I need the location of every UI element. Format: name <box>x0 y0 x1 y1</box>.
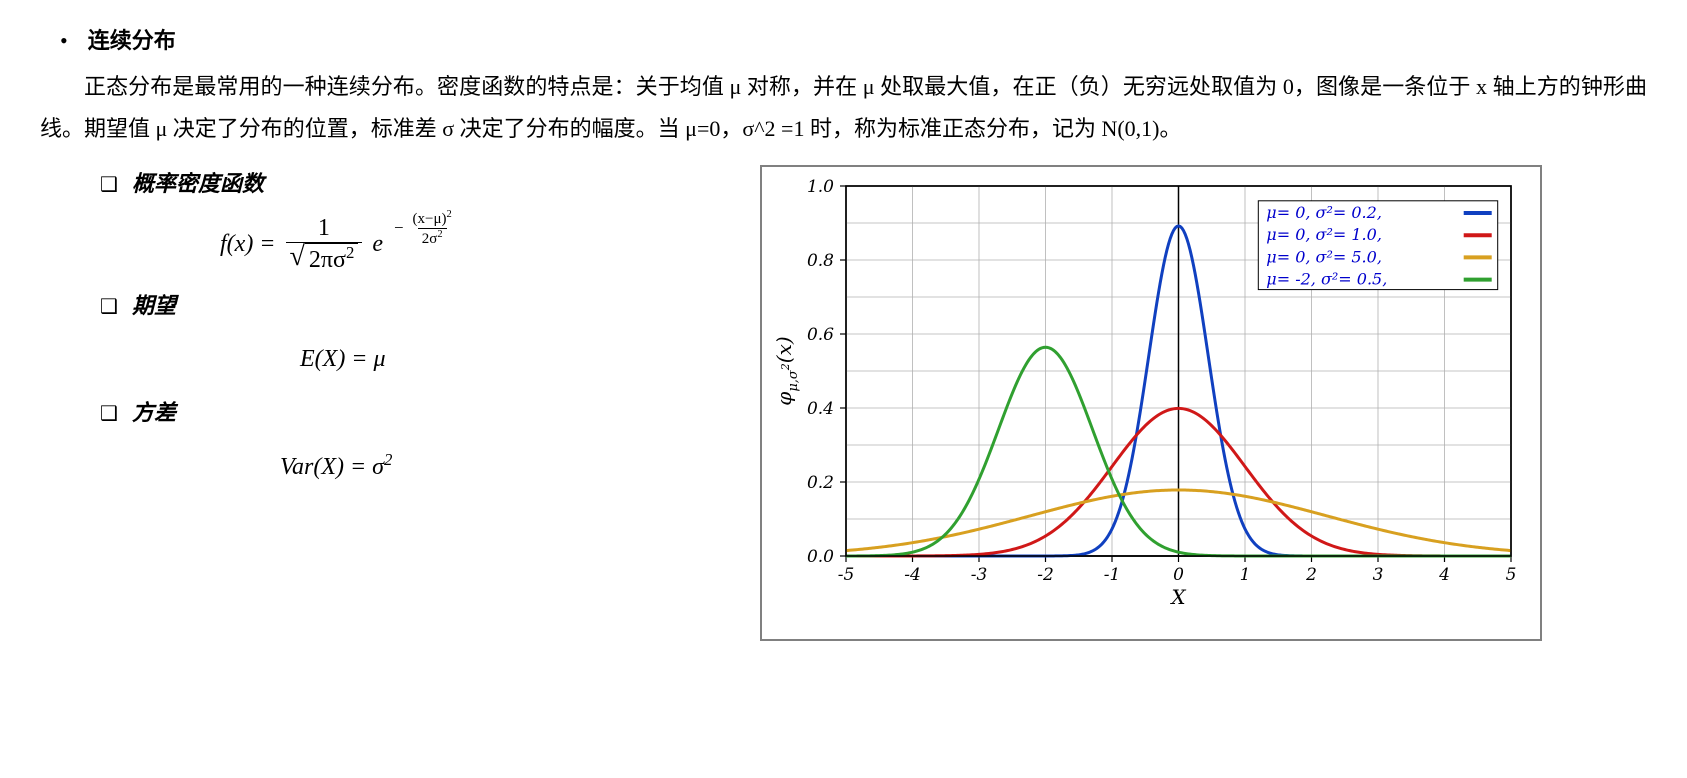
sqrt-text: 2πσ <box>309 247 346 273</box>
var-formula: Var(X) = σ2 <box>280 444 720 491</box>
svg-text:0.4: 0.4 <box>807 399 834 419</box>
svg-text:0.8: 0.8 <box>807 251 834 271</box>
formula-column: ❑ 概率密度函数 f(x) = 1 √ 2πσ2 e − <box>40 161 720 500</box>
pdf-heading: 概率密度函数 <box>132 163 264 205</box>
exp-num: (x−μ)2 <box>409 209 456 228</box>
var-heading: 方差 <box>132 392 176 434</box>
exp-heading: 期望 <box>132 285 176 327</box>
body-paragraph: 正态分布是最常用的一种连续分布。密度函数的特点是：关于均值 μ 对称，并在 μ … <box>30 66 1657 150</box>
exp-den-text: 2σ <box>422 231 438 247</box>
svg-text:μ= 0, σ²= 1.0,: μ= 0, σ²= 1.0, <box>1266 226 1382 245</box>
exp-num-sup: 2 <box>447 209 452 220</box>
chart-frame: -5 -4 -3 -2 -1 0 1 2 3 4 5 0.0 0.2 0.4 0.6 0.8 1.0 Xφμ,σ2… <box>760 165 1542 641</box>
var-heading-row: ❑ 方差 <box>100 392 720 434</box>
svg-text:-1: -1 <box>1104 565 1121 585</box>
svg-text:0: 0 <box>1173 565 1184 585</box>
svg-text:2: 2 <box>1305 565 1317 585</box>
svg-text:0.0: 0.0 <box>807 547 834 567</box>
normal-dist-chart: -5 -4 -3 -2 -1 0 1 2 3 4 5 0.0 0.2 0.4 0.6 0.8 1.0 Xφμ,σ2… <box>766 171 1536 621</box>
radical-sign: √ <box>290 243 305 273</box>
svg-text:5: 5 <box>1506 565 1517 585</box>
svg-text:-4: -4 <box>904 565 921 585</box>
sqrt-icon: √ 2πσ2 <box>290 243 359 273</box>
varx-sup: 2 <box>384 450 392 469</box>
pdf-heading-row: ❑ 概率密度函数 <box>100 163 720 205</box>
ex-text: E(X) = μ <box>300 337 386 383</box>
exp-formula: E(X) = μ <box>300 337 720 383</box>
svg-text:3: 3 <box>1373 565 1384 585</box>
e-base: e <box>372 222 383 268</box>
pdf-formula: f(x) = 1 √ 2πσ2 e − <box>220 215 720 275</box>
checkbox-icon: ❑ <box>100 395 118 433</box>
exp-heading-row: ❑ 期望 <box>100 285 720 327</box>
minus-sign: − <box>393 218 404 237</box>
exp-num-text: (x−μ) <box>413 211 447 227</box>
svg-text:μ= 0, σ²= 0.2,: μ= 0, σ²= 0.2, <box>1266 203 1382 222</box>
heading-row: • 连续分布 <box>60 20 1657 62</box>
bullet-icon: • <box>60 20 68 62</box>
sqrt-body: 2πσ2 <box>305 243 358 273</box>
svg-text:φμ,σ2(x): φμ,σ2(x) <box>772 337 801 406</box>
varx-text: Var(X) = σ2 <box>280 444 392 491</box>
frac1-den: √ 2πσ2 <box>286 242 363 275</box>
svg-text:μ= 0, σ²= 5.0,: μ= 0, σ²= 5.0, <box>1266 248 1382 267</box>
exp-den: 2σ2 <box>418 228 447 250</box>
svg-text:-5: -5 <box>838 565 855 585</box>
svg-text:4: 4 <box>1438 565 1450 585</box>
frac1-num: 1 <box>314 215 334 241</box>
exp-frac: (x−μ)2 2σ2 <box>409 209 456 249</box>
content-columns: ❑ 概率密度函数 f(x) = 1 √ 2πσ2 e − <box>40 161 1657 641</box>
fx-lhs: f(x) = <box>220 222 276 268</box>
svg-text:1: 1 <box>1240 565 1251 585</box>
checkbox-icon: ❑ <box>100 288 118 326</box>
exponent: − (x−μ)2 2σ2 <box>393 209 456 258</box>
svg-text:-2: -2 <box>1037 565 1054 585</box>
checkbox-icon: ❑ <box>100 166 118 204</box>
varx-main: Var(X) = σ <box>280 454 384 480</box>
svg-text:μ= -2, σ²= 0.5,: μ= -2, σ²= 0.5, <box>1266 270 1387 289</box>
svg-text:1.0: 1.0 <box>807 177 834 197</box>
svg-text:-3: -3 <box>971 565 988 585</box>
section-heading: 连续分布 <box>88 20 176 62</box>
svg-text:0.2: 0.2 <box>807 473 834 493</box>
chart-container: -5 -4 -3 -2 -1 0 1 2 3 4 5 0.0 0.2 0.4 0.6 0.8 1.0 Xφμ,σ2… <box>760 165 1542 641</box>
exp-den-sup: 2 <box>437 229 442 240</box>
svg-text:X: X <box>1169 585 1186 609</box>
fraction-1: 1 √ 2πσ2 <box>286 215 363 275</box>
sqrt-sup: 2 <box>346 243 354 262</box>
svg-text:0.6: 0.6 <box>807 325 834 345</box>
